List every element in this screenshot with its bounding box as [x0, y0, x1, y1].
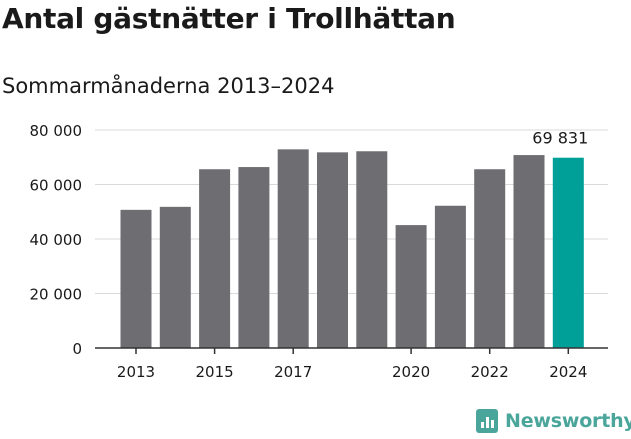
bars — [120, 149, 584, 348]
x-tick-label: 2017 — [274, 363, 312, 381]
chart-subtitle: Sommarmånaderna 2013–2024 — [2, 74, 335, 98]
x-tick-label: 2020 — [392, 363, 430, 381]
bar-2018 — [317, 152, 348, 348]
y-tick-label: 60 000 — [30, 177, 83, 195]
bar-2024 — [552, 157, 584, 348]
brand-name: Newsworthy — [505, 410, 631, 432]
bar-2020 — [395, 225, 427, 348]
bar-2019 — [356, 151, 388, 348]
y-tick-label: 20 000 — [30, 286, 83, 304]
bar-2021 — [434, 205, 466, 348]
bar-2016 — [238, 167, 270, 348]
data-label-2024: 69 831 — [532, 129, 588, 148]
y-tick-label: 40 000 — [30, 231, 83, 249]
bar-2017 — [277, 149, 309, 348]
bar-2014 — [159, 206, 191, 348]
newsworthy-logo: Newsworthy — [476, 405, 631, 437]
chart-title: Antal gästnätter i Trollhättan — [2, 2, 456, 35]
y-tick-label: 80 000 — [30, 122, 83, 140]
x-tick-label: 2022 — [471, 363, 509, 381]
bar-2015 — [199, 169, 231, 348]
y-tick-label: 0 — [72, 340, 82, 358]
bar-chart-logo-icon — [476, 409, 498, 433]
labels: 0 20 000 40 000 60 000 80 000 2013 2015 2017 202… — [30, 122, 589, 381]
bar-2023 — [513, 155, 545, 348]
bar-2013 — [120, 209, 152, 348]
bar-chart: 0 20 000 40 000 60 000 80 000 2013 2015 2017 202… — [30, 122, 608, 381]
axes — [95, 347, 608, 354]
x-tick-label: 2024 — [549, 363, 587, 381]
bar-2022 — [474, 169, 506, 348]
x-tick-label: 2015 — [196, 363, 234, 381]
x-tick-label: 2013 — [117, 363, 155, 381]
